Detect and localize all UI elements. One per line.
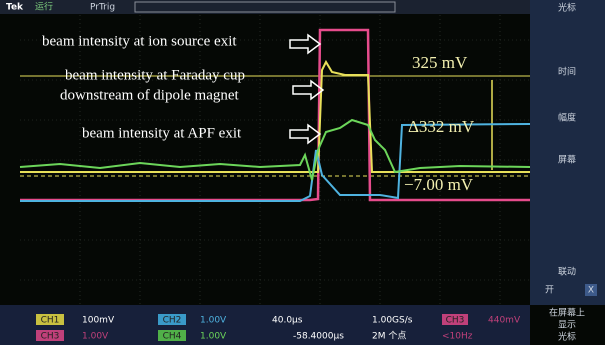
channel-label[interactable]: CH4 <box>163 332 182 342</box>
menu-title[interactable]: 光标 <box>558 2 576 14</box>
record-length: 2M 个点 <box>372 331 406 342</box>
annotation: beam intensity at ion source exit <box>42 33 237 49</box>
channel-label[interactable]: CH3 <box>41 332 60 342</box>
horizontal-position: -58.4000μs <box>293 332 344 342</box>
cursor-readout: Δ332 mV <box>408 117 475 136</box>
run-status: 运行 <box>35 1 53 13</box>
channel-label[interactable]: CH2 <box>163 316 182 326</box>
annotation: beam intensity at APF exit <box>82 125 242 141</box>
channel-scale: 100mV <box>82 316 115 326</box>
channel-scale: 1.00V <box>200 316 227 326</box>
menu-item[interactable]: 显示 <box>558 320 576 331</box>
oscilloscope-screen: Tek 运行 PrTrig beam intensity at ion sour… <box>0 0 605 345</box>
side-menu <box>530 0 605 305</box>
menu-item[interactable]: 幅度 <box>558 112 576 124</box>
timebase: 40.0μs <box>272 316 303 326</box>
channel-scale: 1.00V <box>82 332 109 342</box>
trigger-level: 440mV <box>488 316 521 326</box>
cursor-readout: −7.00 mV <box>404 175 474 194</box>
annotation: downstream of dipole magnet <box>60 87 240 103</box>
sample-rate: 1.00GS/s <box>372 316 413 326</box>
menu-item[interactable]: 屏幕 <box>558 154 576 166</box>
trigger-frequency: <10Hz <box>442 332 473 342</box>
trigger-source[interactable]: CH3 <box>446 316 465 326</box>
cursor-readout: 325 mV <box>412 53 468 72</box>
menu-item[interactable]: 光标 <box>558 331 576 343</box>
menu-item[interactable]: 在屏幕上 <box>549 307 585 319</box>
menu-option[interactable]: 开 <box>545 285 554 296</box>
channel-scale: 1.00V <box>200 332 227 342</box>
annotation: beam intensity at Faraday cup <box>65 67 245 83</box>
channel-label[interactable]: CH1 <box>41 316 60 326</box>
brand: Tek <box>6 3 24 13</box>
menu-option[interactable]: X <box>588 286 594 296</box>
menu-item[interactable]: 时间 <box>558 66 576 78</box>
trigger-status: PrTrig <box>90 3 115 13</box>
menu-item[interactable]: 联动 <box>558 267 576 278</box>
